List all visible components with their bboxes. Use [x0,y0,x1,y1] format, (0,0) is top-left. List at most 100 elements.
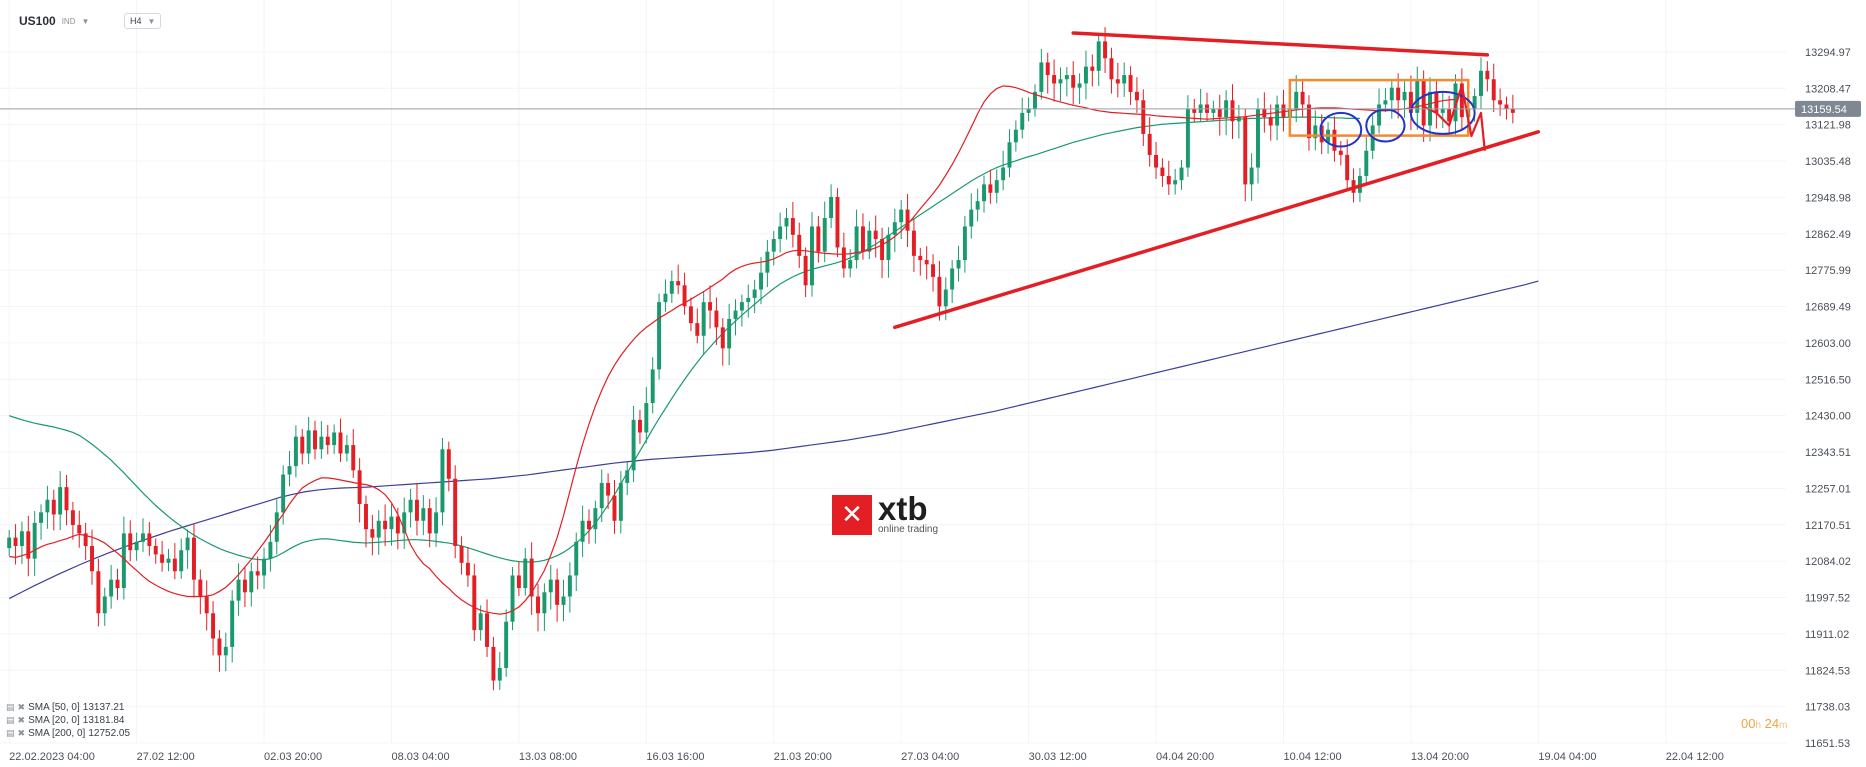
candle-body [892,222,897,235]
candle [1045,52,1050,94]
candle-body [1306,104,1311,139]
candle-body [1173,180,1178,185]
legend-item[interactable]: ▤ ✖ SMA [20, 0] 13181.84 [6,714,130,727]
candle-body [1408,91,1413,113]
candle-body [281,474,286,513]
candle-body [77,524,82,534]
candle [618,471,623,534]
logo-name: xtb [878,490,928,527]
candle-body [676,281,681,286]
candle [191,523,196,598]
candle [905,194,910,248]
candle [829,184,834,229]
candle-body [529,558,534,597]
candle-body [115,579,120,589]
legend-value: 13181.84 [82,715,125,726]
candle-body [1459,83,1464,118]
indicator-legend: ▤ ✖ SMA [50, 0] 13137.21 ▤ ✖ SMA [20, 0]… [6,701,130,740]
candle-body [911,230,916,256]
candle [516,561,521,597]
candle [160,540,165,572]
candle-body [485,613,490,647]
candle-body [153,546,158,555]
candle [204,580,209,631]
instrument-header[interactable]: US100 IND ▼ [19,14,89,28]
candle-body [657,302,662,370]
candle [1039,48,1044,100]
candle [223,632,228,672]
candle [440,437,445,526]
candle-body [873,230,878,240]
candle [587,509,591,544]
x-tick-label: 13.04 20:00 [1411,751,1469,763]
candle-body [198,579,203,597]
candle-body [1115,79,1120,84]
candle [115,568,120,600]
candle [650,357,655,414]
candle-body [1313,125,1318,139]
chevron-down-icon[interactable]: ▼ [81,16,90,26]
candle [77,510,82,548]
legend-item[interactable]: ▤ ✖ SMA [200, 0] 12752.05 [6,727,130,740]
candle-body [414,499,419,521]
candle-body [90,546,94,572]
candle-body [1033,91,1037,109]
candle-body [606,482,611,496]
indicator-settings-icon[interactable]: ▤ [6,702,15,712]
candle [937,260,942,321]
candle-body [599,482,604,509]
close-icon[interactable]: ✖ [17,715,26,725]
candle [389,503,394,546]
candle [924,246,929,280]
candle-body [1498,100,1503,105]
candle [364,495,368,548]
candle [523,548,528,596]
candle-body [497,667,502,681]
candle [1090,54,1095,87]
close-icon[interactable]: ✖ [17,702,26,712]
candle [338,418,343,462]
candle-body [682,285,687,307]
candle-body [141,533,145,542]
candle-body [886,234,891,261]
candle-body [402,512,407,534]
sma-20-line [9,85,1456,615]
candle-body [351,445,356,471]
candle-body [128,533,133,551]
candle [58,471,63,531]
y-tick-label: 11738.03 [1805,702,1850,714]
candle [472,563,477,642]
candle-body [542,592,547,614]
candle [1077,73,1082,105]
close-icon[interactable]: ✖ [17,728,26,738]
symbol-label[interactable]: US100 [19,14,56,28]
candle-body [1377,104,1382,126]
candle-body [300,436,305,454]
indicator-settings-icon[interactable]: ▤ [6,715,15,725]
candle [810,212,814,297]
candle [606,473,611,510]
candle-body [1179,167,1184,181]
indicator-settings-icon[interactable]: ▤ [6,728,15,738]
candle-body [962,226,967,261]
projection-path [1423,84,1486,151]
candle-body [733,310,738,319]
candle [790,202,795,248]
candle-body [1160,167,1165,176]
candle-body [797,234,802,256]
timeframe-dropdown[interactable]: H4 ▼ [124,13,162,29]
candle-body [1211,108,1216,113]
countdown-minutes: 24 [1764,716,1780,731]
candle-body [1300,91,1305,105]
candle-body [982,184,986,202]
x-tick-label: 21.03 20:00 [774,751,832,763]
candle-body [58,487,63,515]
candle-body [1026,108,1031,113]
candle [536,583,540,632]
candle [727,303,732,366]
candle [1001,150,1006,191]
candle-body [1332,129,1337,151]
legend-item[interactable]: ▤ ✖ SMA [50, 0] 13137.21 [6,701,130,714]
candle [1064,67,1069,97]
